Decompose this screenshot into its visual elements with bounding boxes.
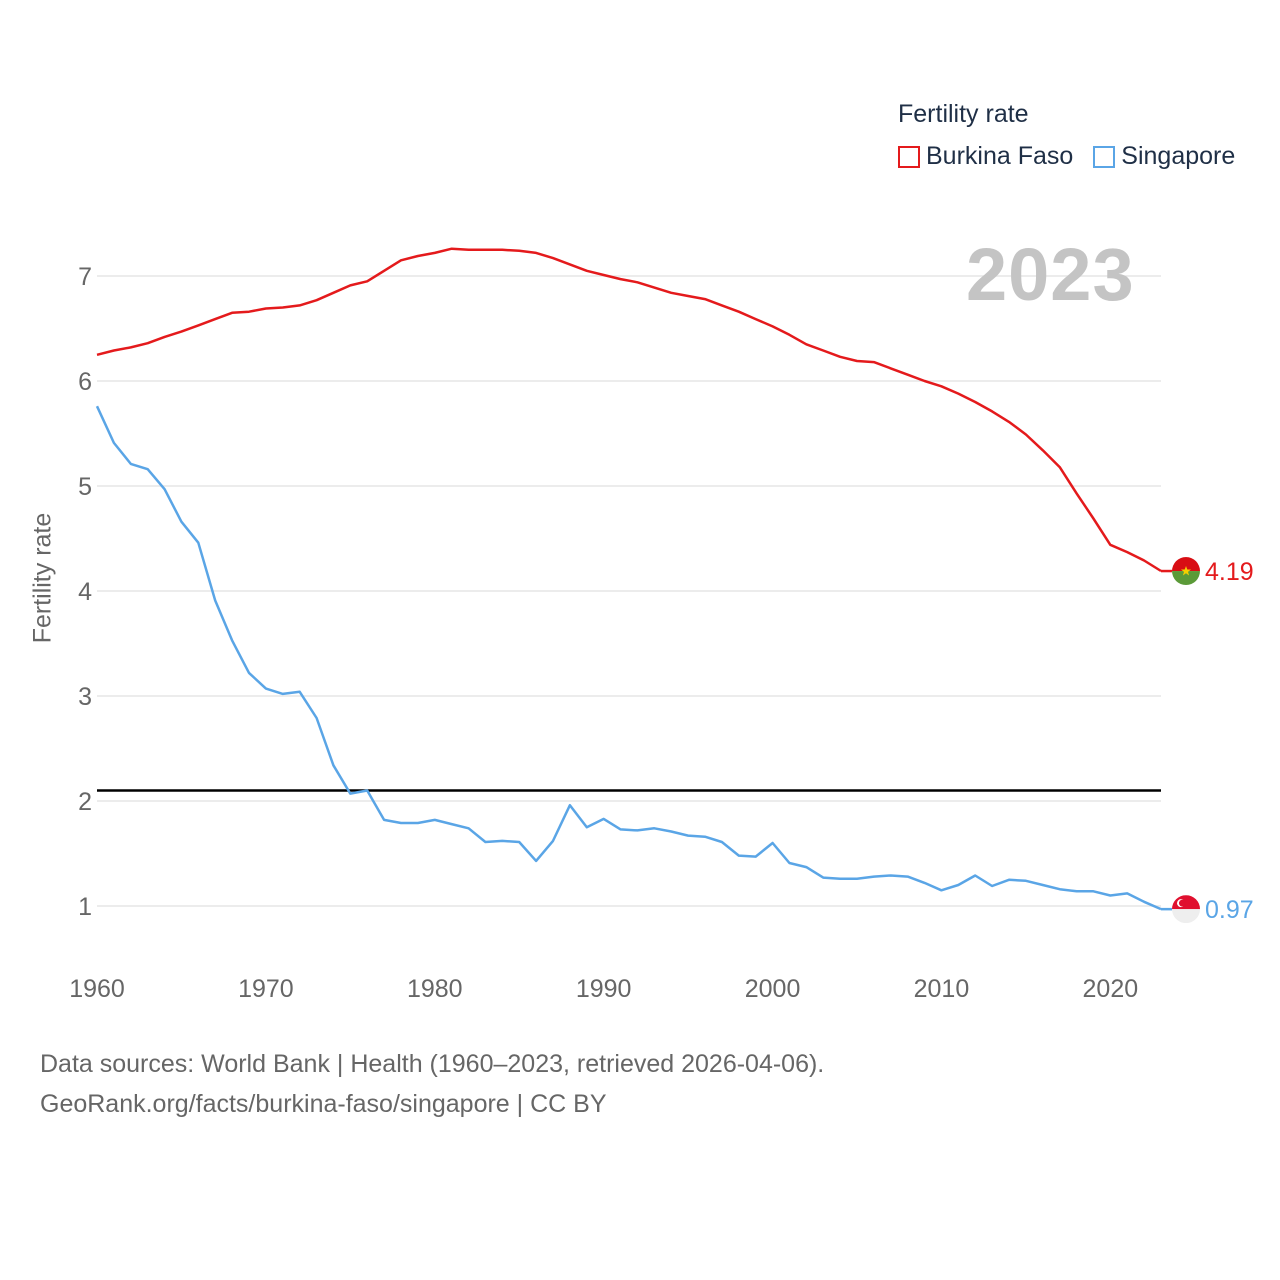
y-axis-label: Fertility rate [28,512,57,644]
x-tick-label: 2010 [914,975,970,1003]
year-badge: 2023 [966,233,1135,316]
legend: Burkina Faso Singapore [898,142,1235,171]
series-line-burkina-faso[interactable] [96,247,1162,573]
end-markers: 4.19 0.97 [1161,557,1254,924]
legend-label-burkina-faso: Burkina Faso [926,142,1074,170]
x-tick-label: 1960 [69,975,125,1003]
series-lines [95,247,1162,911]
flag-icon-singapore [1172,895,1200,924]
x-tick-label: 1980 [407,975,463,1003]
x-tick-label: 1970 [238,975,294,1003]
y-tick-label: 5 [78,473,92,501]
legend-swatch-singapore [1093,145,1116,168]
y-axis-ticks: 1 2 3 4 5 6 7 [78,263,92,921]
attribution-link[interactable]: GeoRank.org/facts/burkina-faso/singapore… [40,1090,607,1118]
end-value-label-singapore: 0.97 [1205,896,1254,924]
legend-swatch-burkina-faso [898,145,920,168]
legend-item-burkina-faso[interactable]: Burkina Faso [898,142,1073,171]
y-tick-label: 3 [78,683,92,711]
series-line-singapore[interactable] [95,405,1162,911]
y-tick-label: 1 [78,893,92,921]
y-tick-label: 7 [78,263,92,291]
x-tick-label: 2000 [745,975,801,1003]
y-tick-label: 6 [78,368,92,396]
footer: Data sources: World Bank | Health (1960–… [40,1044,824,1124]
x-tick-label: 2020 [1083,975,1139,1003]
data-source-text: Data sources: World Bank | Health (1960–… [40,1050,825,1078]
legend-title: Fertility rate [898,100,1029,128]
legend-label-singapore: Singapore [1121,142,1236,170]
gridlines [97,275,1161,907]
x-tick-label: 1990 [576,975,632,1003]
x-axis-ticks: 1960 1970 1980 1990 2000 2010 2020 [69,975,1138,1003]
end-value-label-burkina-faso: 4.19 [1205,558,1254,586]
y-tick-label: 2 [78,788,92,816]
legend-item-singapore[interactable]: Singapore [1093,142,1235,171]
flag-icon-burkina-faso [1172,557,1200,586]
y-tick-label: 4 [78,578,92,606]
